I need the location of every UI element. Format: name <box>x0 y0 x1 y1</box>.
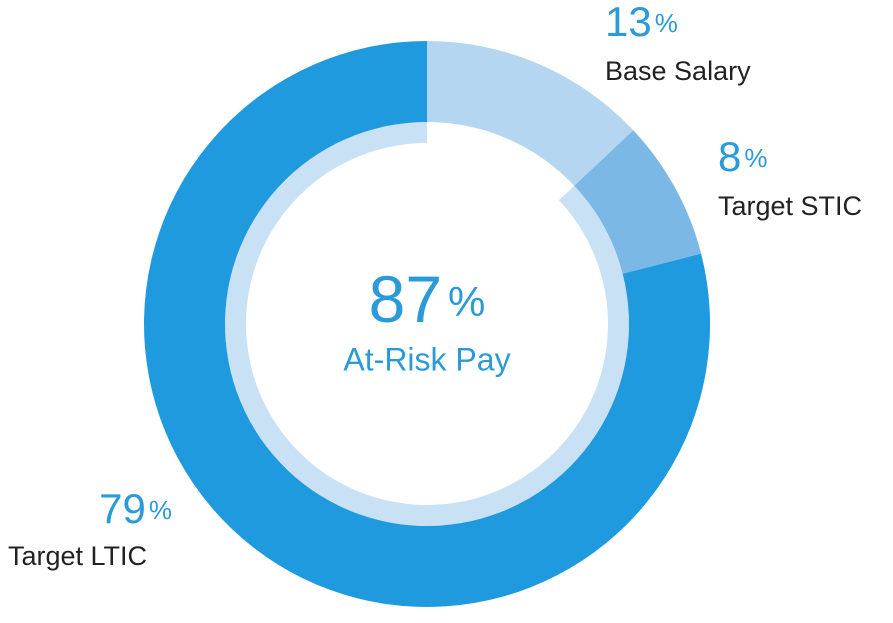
center-value-text: 87% <box>369 262 486 336</box>
donut-segment <box>427 41 634 186</box>
donut-segment <box>574 130 702 274</box>
value-label: 79% <box>99 485 172 532</box>
value-unit: % <box>655 8 678 38</box>
value-number: 13 <box>605 0 652 45</box>
center-unit: % <box>448 278 485 325</box>
category-label: Base Salary <box>605 56 751 86</box>
value-label: 8% <box>718 133 767 180</box>
center-value: 87 <box>369 262 442 336</box>
center-label: At-Risk Pay <box>343 341 510 377</box>
category-label: Target LTIC <box>8 541 147 571</box>
value-label: 13% <box>605 0 678 45</box>
value-unit: % <box>149 495 172 525</box>
category-label: Target STIC <box>718 191 862 221</box>
value-number: 8 <box>718 133 741 180</box>
value-number: 79 <box>99 485 146 532</box>
value-unit: % <box>744 143 767 173</box>
